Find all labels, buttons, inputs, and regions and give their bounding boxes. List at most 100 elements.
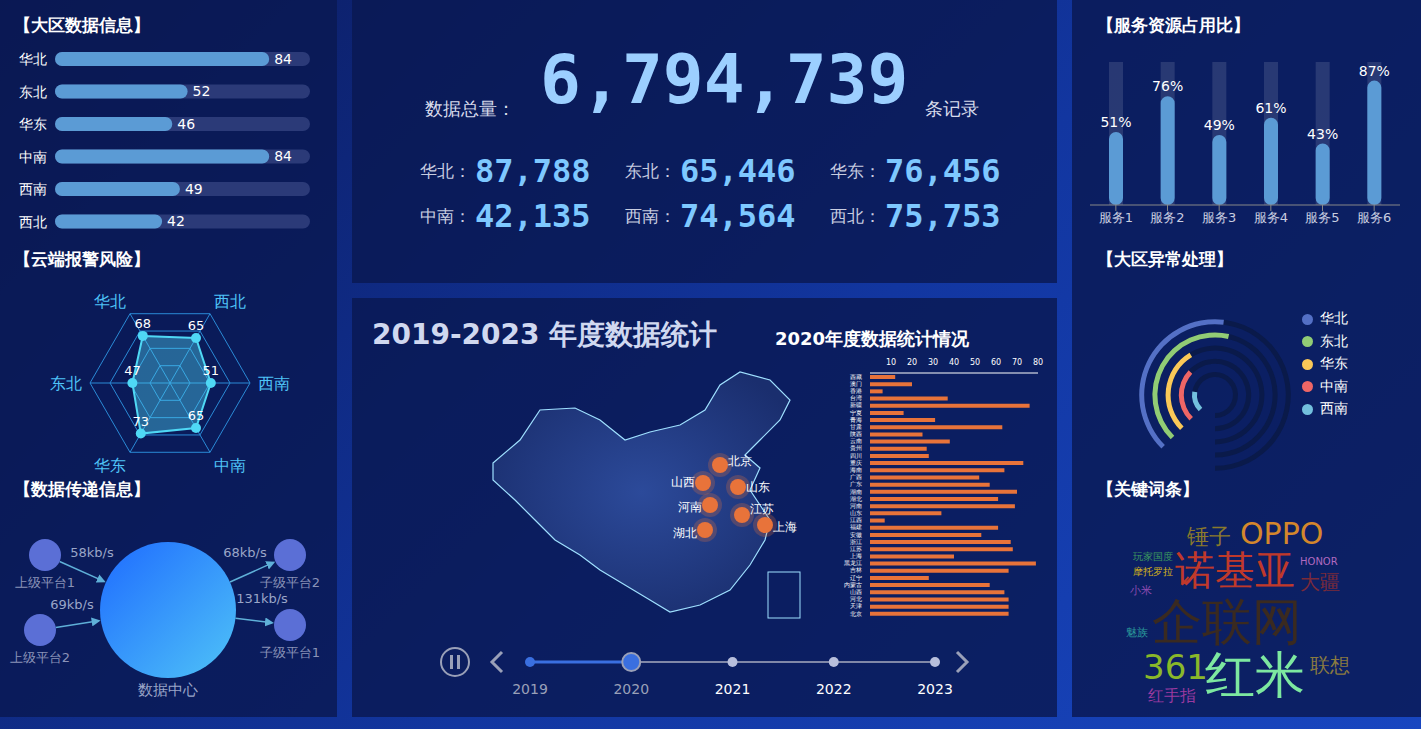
- html-text:6,794,739: 6,794,739: [540, 40, 909, 119]
- svg-text:宁夏: 宁夏: [850, 409, 862, 416]
- svg-text:46: 46: [177, 116, 195, 132]
- svg-text:51: 51: [203, 363, 220, 378]
- svg-text:58kb/s: 58kb/s: [70, 545, 114, 560]
- svg-text:上级平台1: 上级平台1: [15, 575, 75, 590]
- svg-text:江西: 江西: [850, 516, 862, 523]
- svg-text:华北: 华北: [94, 292, 126, 311]
- svg-text:87%: 87%: [1359, 63, 1390, 79]
- svg-text:海南: 海南: [850, 466, 862, 473]
- svg-text:华东: 华东: [19, 116, 47, 132]
- svg-text:北京: 北京: [850, 610, 862, 617]
- svg-text:华东: 华东: [94, 456, 126, 475]
- svg-text:浙江: 浙江: [850, 538, 862, 545]
- svg-text:服务3: 服务3: [1202, 210, 1236, 225]
- svg-text:数据中心: 数据中心: [138, 681, 198, 699]
- svg-text:河南: 河南: [678, 500, 702, 514]
- svg-text:重庆: 重庆: [850, 459, 862, 466]
- svg-text:东北: 东北: [19, 84, 47, 100]
- svg-text:广东: 广东: [850, 480, 862, 487]
- svg-text:华北: 华北: [19, 51, 47, 67]
- svg-text:上海: 上海: [773, 520, 797, 534]
- svg-text:山西: 山西: [850, 588, 862, 595]
- svg-text:65: 65: [188, 318, 205, 333]
- svg-text:2019: 2019: [512, 681, 548, 697]
- svg-text:中南: 中南: [19, 149, 47, 165]
- svg-text:73: 73: [133, 414, 150, 429]
- svg-text:山东: 山东: [850, 509, 862, 516]
- svg-text:山西: 山西: [671, 475, 695, 489]
- svg-text:吉林: 吉林: [850, 566, 862, 573]
- svg-text:云南: 云南: [850, 437, 862, 444]
- svg-text:69kb/s: 69kb/s: [50, 597, 94, 612]
- svg-text:甘肃: 甘肃: [850, 423, 862, 430]
- svg-text:澳门: 澳门: [850, 380, 862, 387]
- svg-text:80: 80: [1033, 358, 1043, 367]
- svg-text:76%: 76%: [1152, 78, 1183, 94]
- svg-text:中南: 中南: [214, 456, 246, 475]
- svg-text:子级平台1: 子级平台1: [260, 645, 320, 660]
- svg-text:2023: 2023: [917, 681, 953, 697]
- svg-text:内蒙古: 内蒙古: [844, 581, 862, 588]
- svg-text:西南: 西南: [258, 374, 290, 393]
- svg-text:子级平台2: 子级平台2: [260, 575, 320, 590]
- svg-text:47: 47: [124, 363, 141, 378]
- svg-text:2022: 2022: [816, 681, 852, 697]
- svg-text:服务4: 服务4: [1254, 210, 1288, 225]
- svg-text:台湾: 台湾: [850, 394, 862, 401]
- svg-text:湖北: 湖北: [850, 495, 862, 502]
- svg-text:四川: 四川: [850, 452, 862, 459]
- svg-text:黑龙江: 黑龙江: [844, 559, 862, 566]
- svg-text:服务5: 服务5: [1305, 210, 1339, 225]
- svg-text:服务1: 服务1: [1099, 210, 1133, 225]
- svg-text:68kb/s: 68kb/s: [223, 545, 267, 560]
- svg-text:68: 68: [135, 316, 152, 331]
- svg-text:福建: 福建: [850, 523, 862, 530]
- svg-text:50: 50: [970, 358, 980, 367]
- svg-text:61%: 61%: [1255, 100, 1286, 116]
- svg-text:40: 40: [949, 358, 959, 367]
- svg-text:西南: 西南: [19, 181, 47, 197]
- svg-text:2021: 2021: [715, 681, 751, 697]
- svg-text:84: 84: [274, 51, 292, 67]
- svg-text:新疆: 新疆: [850, 401, 862, 408]
- svg-text:湖北: 湖北: [673, 526, 697, 540]
- svg-text:2020: 2020: [613, 681, 649, 697]
- svg-text:东北: 东北: [50, 374, 82, 393]
- svg-text:49: 49: [185, 181, 203, 197]
- svg-text:西北: 西北: [214, 292, 246, 311]
- html-text:企联网: 企联网: [1152, 593, 1302, 651]
- svg-text:辽宁: 辽宁: [850, 574, 862, 581]
- svg-text:西北: 西北: [19, 214, 47, 230]
- html-text:红米: 红米: [1205, 646, 1305, 704]
- svg-text:河南: 河南: [850, 502, 862, 509]
- svg-text:131kb/s: 131kb/s: [236, 591, 288, 606]
- svg-text:天津: 天津: [850, 602, 862, 609]
- svg-text:广西: 广西: [850, 473, 862, 480]
- svg-text:山东: 山东: [746, 480, 770, 494]
- svg-text:河北: 河北: [850, 595, 862, 602]
- svg-text:43%: 43%: [1307, 126, 1338, 142]
- svg-text:51%: 51%: [1100, 114, 1131, 130]
- svg-text:青海: 青海: [850, 416, 862, 423]
- svg-text:52: 52: [193, 83, 211, 99]
- svg-text:49%: 49%: [1204, 117, 1235, 133]
- svg-text:60: 60: [991, 358, 1001, 367]
- svg-text:70: 70: [1012, 358, 1022, 367]
- svg-text:30: 30: [928, 358, 938, 367]
- svg-text:上海: 上海: [850, 552, 862, 559]
- svg-text:65: 65: [188, 408, 205, 423]
- svg-text:84: 84: [274, 148, 292, 164]
- svg-text:湖南: 湖南: [850, 488, 862, 495]
- svg-text:服务6: 服务6: [1357, 210, 1391, 225]
- svg-text:江苏: 江苏: [850, 545, 862, 552]
- svg-text:西藏: 西藏: [850, 373, 862, 380]
- svg-text:10: 10: [886, 358, 896, 367]
- svg-text:上级平台2: 上级平台2: [10, 650, 70, 665]
- svg-text:北京: 北京: [728, 454, 752, 468]
- svg-text:42: 42: [167, 213, 185, 229]
- svg-text:安徽: 安徽: [850, 531, 862, 538]
- svg-text:香港: 香港: [850, 387, 862, 394]
- svg-text:陕西: 陕西: [850, 430, 862, 437]
- svg-text:服务2: 服务2: [1150, 210, 1184, 225]
- svg-text:20: 20: [907, 358, 917, 367]
